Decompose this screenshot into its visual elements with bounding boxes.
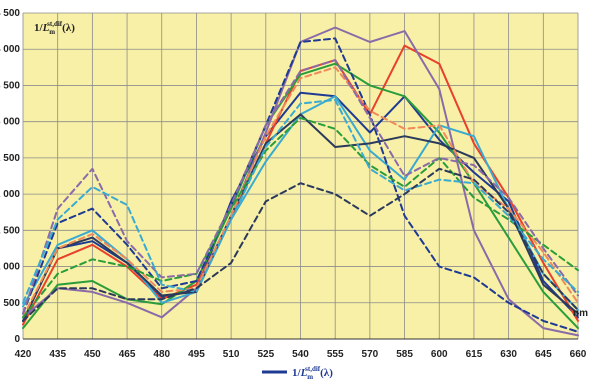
x-tick-label: 495 [188,349,205,360]
x-tick-label: 570 [362,349,379,360]
y-tick-label: 2 000 [0,189,20,200]
series-line-11 [22,98,579,304]
x-tick-label: 540 [292,349,309,360]
grid-lines [22,12,579,340]
x-tick-label: 480 [153,349,170,360]
series-line-10 [22,59,579,315]
y-tick-label: 3 500 [0,80,20,91]
series-line-12 [22,167,579,322]
x-tick-label: 615 [466,349,483,360]
x-tick-label: 645 [535,349,552,360]
x-tick-label: 510 [223,349,240,360]
series-line-3 [22,62,579,330]
x-tick-label: 630 [500,349,517,360]
legend: 1/Lmst,dif(λ) [262,365,333,381]
y-tick-labels: 0 500 1 000 1 500 2 000 2 500 3 000 3 500 4 000 4… [0,8,20,345]
x-tick-label: 465 [119,349,136,360]
y-tick-label: 1 000 [0,262,20,273]
x-tick-label: 660 [570,349,587,360]
x-tick-label: 525 [257,349,274,360]
legend-label: 1/Lmst,dif(λ) [292,365,333,381]
series-line-7 [22,37,579,333]
y-tick-label: 2 500 [0,153,20,164]
series-line-6 [22,113,579,322]
y-tick-label: 4 500 [0,8,20,19]
y-tick-label: 1 500 [0,225,20,236]
y-tick-label: 0 [14,334,20,345]
x-tick-label: 600 [431,349,448,360]
y-tick-label: 500 [3,298,20,309]
x-tick-label: 435 [49,349,66,360]
series-lines [22,26,579,337]
series-line-9 [22,117,579,319]
y-tick-label: 3 000 [0,117,20,128]
y-axis-label: 1/Lmst,dif(λ) [34,20,75,36]
y-tick-label: 4 000 [0,44,20,55]
x-tick-label: 585 [396,349,413,360]
series-line-8 [22,66,579,319]
x-unit-label: nm [573,308,588,319]
x-tick-label: 555 [327,349,344,360]
x-tick-label: 450 [84,349,101,360]
x-tick-label: 420 [15,349,32,360]
x-tick-labels: 420 435 450 465 480 495 510 525 540 555 570 585 600 6… [15,349,587,360]
